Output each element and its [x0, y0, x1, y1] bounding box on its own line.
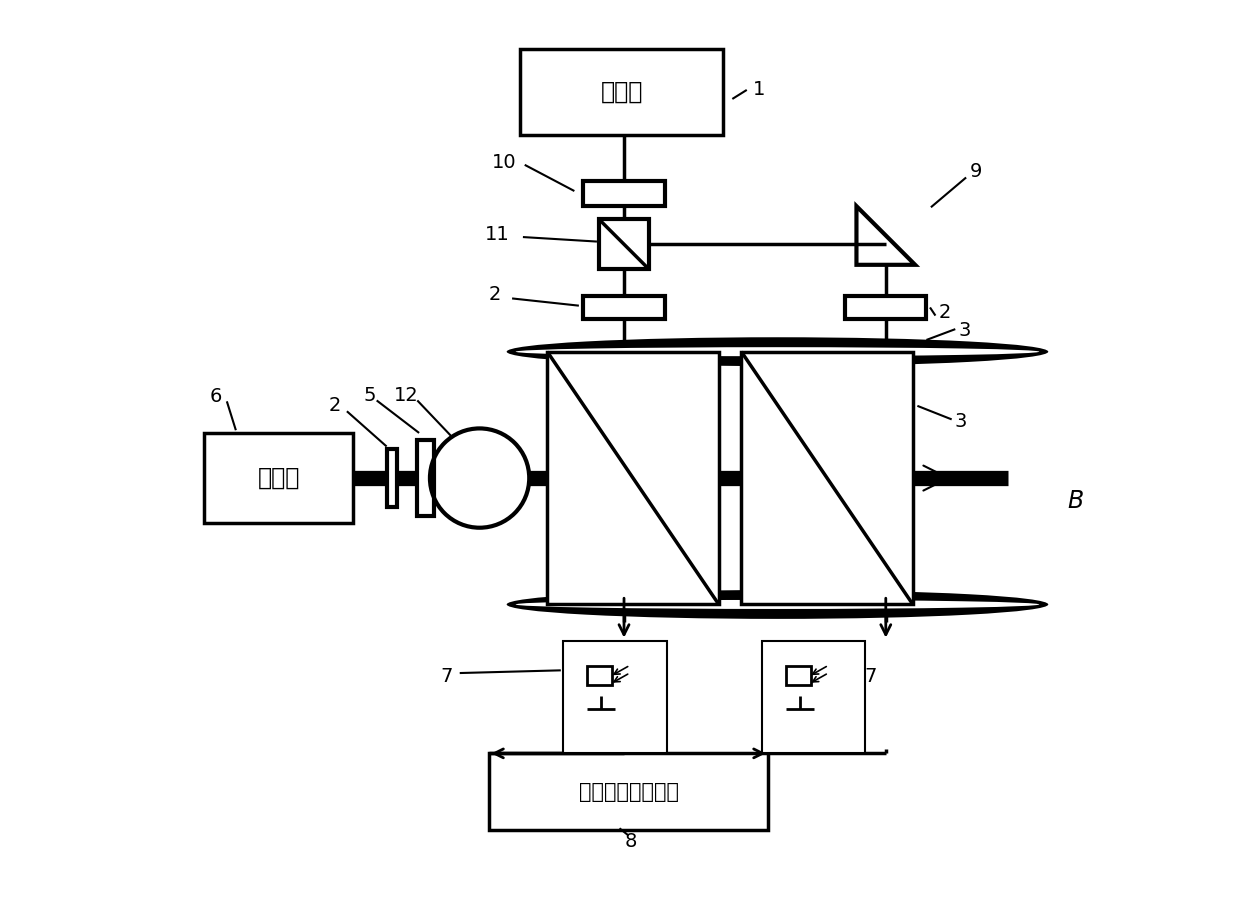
Text: 41: 41	[655, 344, 680, 363]
Bar	[845, 296, 927, 319]
Text: 2: 2	[330, 396, 342, 415]
Ellipse shape	[507, 590, 1048, 619]
Bar	[600, 220, 649, 269]
Text: 探测光: 探测光	[601, 80, 643, 104]
Text: 2: 2	[488, 285, 501, 304]
Text: 2: 2	[938, 303, 950, 322]
Text: 6: 6	[209, 387, 222, 406]
Text: 5: 5	[363, 385, 375, 404]
Bar	[584, 181, 664, 207]
Bar	[762, 640, 866, 753]
Bar	[587, 667, 612, 685]
Bar	[488, 753, 768, 830]
Bar	[786, 667, 812, 685]
Text: 4: 4	[602, 344, 615, 363]
Bar	[418, 440, 434, 517]
Text: 9: 9	[970, 161, 983, 180]
Bar	[204, 433, 353, 523]
Bar	[584, 296, 664, 319]
Text: 1: 1	[753, 80, 766, 99]
Text: 7: 7	[440, 667, 452, 686]
Text: B: B	[1067, 488, 1083, 513]
Text: 泵浦光: 泵浦光	[258, 466, 300, 490]
Text: 3: 3	[954, 412, 966, 431]
Bar	[387, 449, 398, 507]
Ellipse shape	[507, 337, 1048, 366]
Text: 10: 10	[492, 153, 517, 171]
Text: 3: 3	[958, 322, 970, 341]
Bar	[520, 49, 724, 135]
Text: 8: 8	[624, 833, 637, 852]
Bar	[548, 352, 719, 604]
Text: 7: 7	[865, 667, 877, 686]
Bar	[563, 640, 667, 753]
Ellipse shape	[515, 347, 1040, 356]
Text: 12: 12	[394, 385, 419, 404]
Text: 11: 11	[486, 225, 510, 244]
Text: 数据采集处理系统: 数据采集处理系统	[579, 782, 679, 802]
Bar	[741, 352, 913, 604]
Ellipse shape	[515, 600, 1040, 609]
